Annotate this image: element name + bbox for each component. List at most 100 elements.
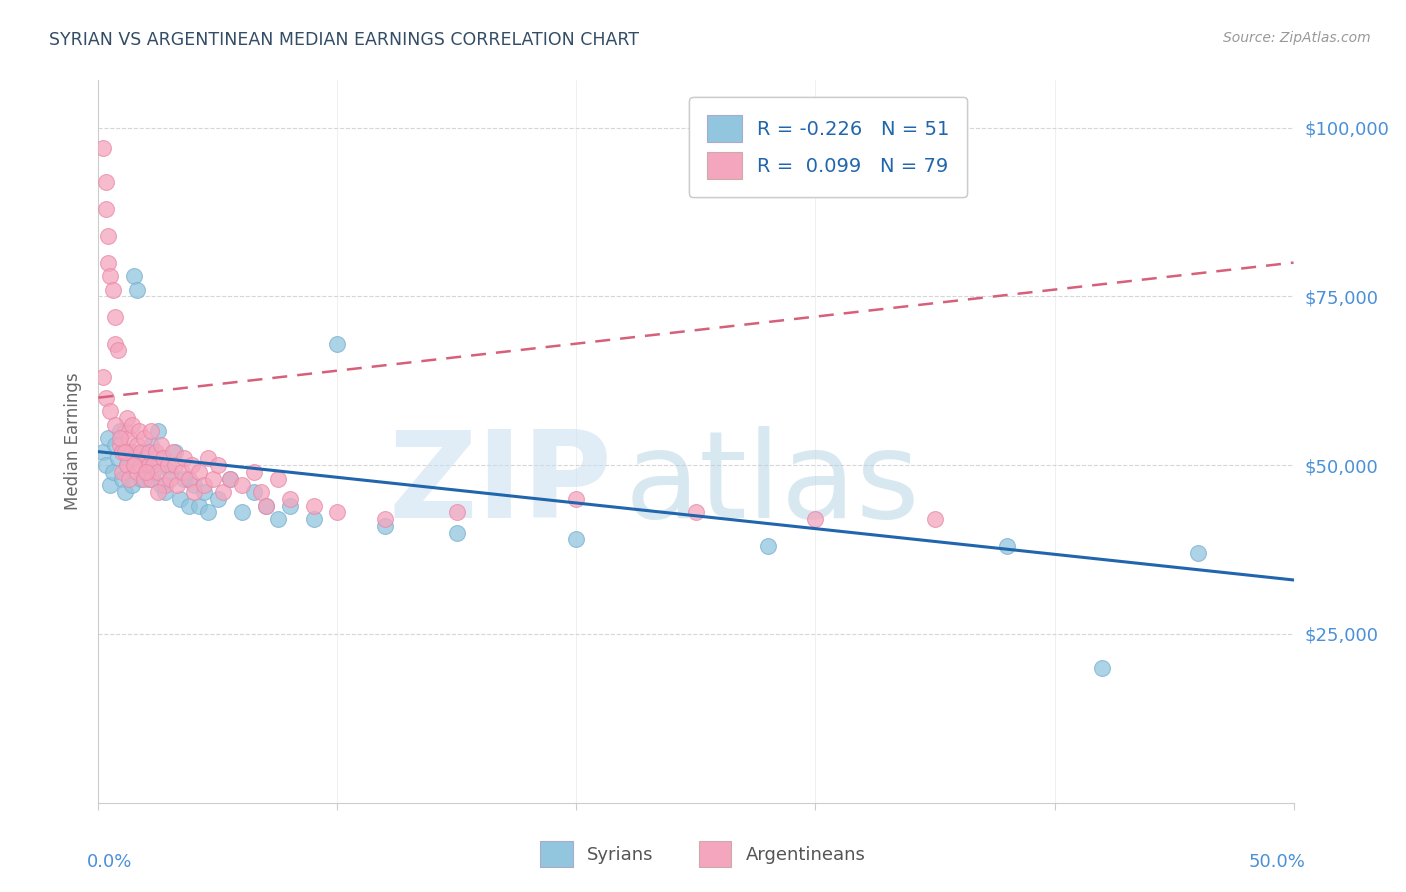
Point [924,512,946,526]
Point [278,491,301,506]
Point [128,425,150,439]
Point [115,411,138,425]
Point [91,370,114,384]
Point [125,438,148,452]
Point [148,465,170,479]
Point [173,472,195,486]
Point [219,472,242,486]
Point [197,451,219,466]
Point [207,491,229,506]
Text: atlas: atlas [624,426,920,543]
Point [114,444,136,458]
Point [124,451,146,466]
Text: 50.0%: 50.0% [1249,854,1306,871]
Point [97,228,120,243]
Point [135,458,157,472]
Point [124,458,146,472]
Point [148,485,170,500]
Point [135,465,157,479]
Point [132,431,155,445]
Point [173,451,195,466]
Point [107,451,129,466]
Point [138,444,160,458]
Point [446,525,468,540]
Point [94,458,117,472]
Point [152,451,174,466]
Point [243,485,266,500]
Legend: R = -0.226   N = 51, R =  0.099   N = 79: R = -0.226 N = 51, R = 0.099 N = 79 [689,97,967,197]
Point [179,499,201,513]
Point [250,485,273,500]
Point [197,505,219,519]
Point [243,465,266,479]
Point [162,444,184,458]
Point [374,512,396,526]
Point [193,478,215,492]
Point [179,472,201,486]
Point [156,458,179,472]
Point [94,175,117,189]
Point [115,458,138,472]
Point [172,465,194,479]
Point [132,444,155,458]
Point [139,425,162,439]
Y-axis label: Median Earnings: Median Earnings [63,373,82,510]
Point [326,336,349,351]
Point [207,458,229,472]
Point [1091,661,1114,675]
Point [302,512,325,526]
Point [111,472,134,486]
Point [107,343,129,358]
Text: SYRIAN VS ARGENTINEAN MEDIAN EARNINGS CORRELATION CHART: SYRIAN VS ARGENTINEAN MEDIAN EARNINGS CO… [49,31,640,49]
Point [302,499,325,513]
Point [267,472,290,486]
Point [94,202,117,216]
Point [121,417,143,432]
Point [565,533,588,547]
Point [97,431,120,445]
Point [685,505,707,519]
Point [149,438,172,452]
Point [152,451,174,466]
Text: 0.0%: 0.0% [87,854,132,871]
Point [326,505,349,519]
Point [131,444,153,458]
Point [278,499,301,513]
Point [565,491,588,506]
Point [111,444,134,458]
Point [183,485,205,500]
Point [124,269,146,284]
Point [202,472,225,486]
Point [187,499,209,513]
Point [128,451,150,466]
Point [159,465,181,479]
Point [97,255,120,269]
Point [142,458,165,472]
Point [91,444,114,458]
Point [1187,546,1209,560]
Point [138,472,160,486]
Point [155,478,177,492]
Point [114,485,136,500]
Point [446,505,468,519]
Point [108,438,131,452]
Point [132,472,155,486]
Point [145,444,167,458]
Point [98,269,122,284]
Point [131,458,153,472]
Point [254,499,277,513]
Point [111,465,134,479]
Point [114,425,136,439]
Point [131,472,153,486]
Point [98,404,122,418]
Point [138,458,160,472]
Point [163,444,186,458]
Point [108,425,131,439]
Point [183,478,205,492]
Point [135,451,157,466]
Point [118,444,141,458]
Point [187,465,209,479]
Point [139,472,162,486]
Point [104,310,127,324]
Point [101,465,124,479]
